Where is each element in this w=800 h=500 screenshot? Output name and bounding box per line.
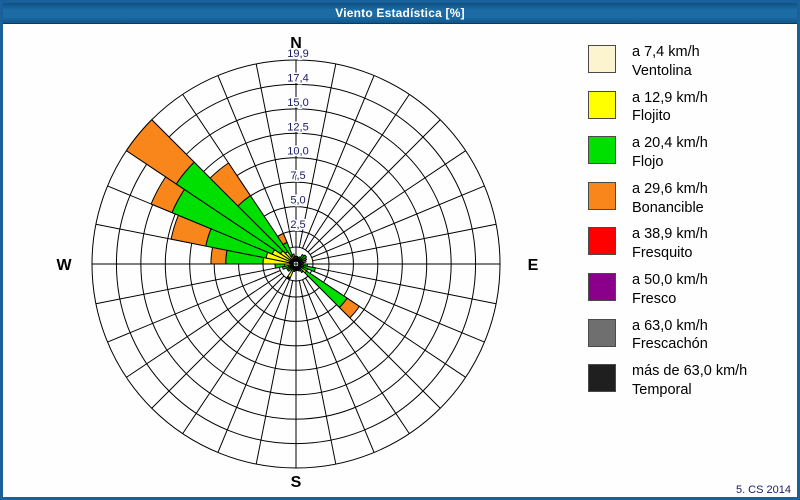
grid-spoke <box>312 266 497 305</box>
legend-label-fresco: a 50,0 km/h Fresco <box>632 271 708 309</box>
grid-spoke <box>95 266 280 305</box>
legend-label-ventolina: a 7,4 km/h Ventolina <box>632 43 700 81</box>
grid-spoke <box>126 273 283 378</box>
legend-label-temporal: más de 63,0 km/h Temporal <box>632 362 747 400</box>
legend-item-temporal: más de 63,0 km/h Temporal <box>588 362 793 410</box>
grid-spoke <box>217 75 290 249</box>
wind-rose-bar-segment <box>286 275 291 280</box>
legend-item-fresquito: a 38,9 km/h Fresquito <box>588 225 793 273</box>
grid-spoke <box>309 150 466 255</box>
wind-rose-bar-segment <box>300 254 307 261</box>
legend-name-text: Flojo <box>632 154 664 171</box>
footer-credit: 5. CS 2014 <box>735 484 791 496</box>
legend: a 7,4 km/h Ventolina a 12,9 km/h Flojito a 2… <box>588 43 793 410</box>
grid-spoke <box>298 280 337 465</box>
legend-speed-text: a 38,9 km/h <box>632 226 708 243</box>
legend-name-text: Fresco <box>632 290 677 307</box>
legend-name-text: Ventolina <box>632 62 692 79</box>
radial-tick-label: 7,5 <box>290 170 305 182</box>
legend-swatch-bonancible <box>588 181 616 210</box>
legend-item-flojo: a 20,4 km/h Flojo <box>588 134 793 182</box>
legend-swatch-temporal <box>588 364 616 393</box>
radial-tick-label: 19,9 <box>287 48 308 60</box>
grid-spoke <box>305 94 410 251</box>
wind-rose-bar-segment <box>302 265 316 273</box>
radial-tick-label: 10,0 <box>287 146 308 158</box>
legend-speed-text: a 63,0 km/h <box>632 317 708 334</box>
wind-rose-bar-segment <box>300 257 308 262</box>
legend-name-text: Temporal <box>632 382 692 398</box>
legend-label-flojo: a 20,4 km/h Flojo <box>632 134 708 172</box>
compass-label-w: W <box>56 257 72 274</box>
legend-swatch-frescachon <box>588 318 616 347</box>
legend-label-fresquito: a 38,9 km/h Fresquito <box>632 225 708 263</box>
legend-item-bonancible: a 29,6 km/h Bonancible <box>588 180 793 228</box>
legend-speed-text: a 50,0 km/h <box>632 271 708 288</box>
grid-spoke <box>311 270 485 343</box>
legend-label-flojito: a 12,9 km/h Flojito <box>632 89 708 127</box>
grid-spoke <box>182 277 287 434</box>
legend-speed-text: a 20,4 km/h <box>632 135 708 152</box>
compass-label-n: N <box>290 35 302 52</box>
wind-rose-bar-segment <box>125 119 195 185</box>
legend-swatch-flojo <box>588 136 616 165</box>
legend-speed-text: a 7,4 km/h <box>632 44 700 60</box>
grid-spoke <box>151 275 285 409</box>
compass-label-s: S <box>291 474 302 491</box>
legend-item-fresco: a 50,0 km/h Fresco <box>588 271 793 319</box>
legend-name-text: Fresquito <box>632 245 693 262</box>
wind-rose-chart: 2,5 5,0 7,5 10,0 12,5 15,0 17,4 19,9N S W E <box>56 35 539 491</box>
legend-item-flojito: a 12,9 km/h Flojito <box>588 89 793 137</box>
legend-swatch-ventolina <box>588 45 616 73</box>
radial-tick-label: 5,0 <box>290 195 305 207</box>
legend-name-text: Flojito <box>632 108 671 125</box>
grid-spoke <box>298 63 337 248</box>
wind-rose-bar-segment <box>277 233 288 246</box>
grid-spoke <box>302 279 375 453</box>
grid-spoke <box>305 277 410 434</box>
radial-tick-label: 17,4 <box>287 72 308 84</box>
grid-spoke <box>311 185 485 258</box>
grid-spoke <box>302 75 375 249</box>
chart-area: 2,5 5,0 7,5 10,0 12,5 15,0 17,4 19,9 N S W E a 7,4 … <box>3 24 797 497</box>
wind-rose-bar-segment <box>293 255 297 260</box>
grid-spoke <box>312 223 497 262</box>
legend-name-text: Frescachón <box>632 336 708 353</box>
legend-speed-text: a 29,6 km/h <box>632 180 708 197</box>
window-title: Viento Estadística [%] <box>335 6 465 20</box>
wind-rose-bar-segment <box>291 253 296 259</box>
legend-item-ventolina: a 7,4 km/h Ventolina <box>588 43 793 91</box>
compass-label-e: E <box>528 257 539 274</box>
grid-spoke <box>107 270 281 343</box>
grid-spoke <box>217 279 290 453</box>
legend-speed-text: más de 63,0 km/h <box>632 363 748 380</box>
wind-rose-bar-segment <box>209 162 251 207</box>
title-bar: Viento Estadística [%] <box>3 3 797 24</box>
legend-swatch-flojito <box>588 90 616 119</box>
radial-tick-label: 12,5 <box>287 121 308 133</box>
grid-spoke <box>307 119 441 253</box>
legend-name-text: Bonancible <box>632 199 704 216</box>
legend-swatch-fresco <box>588 272 616 301</box>
radial-tick-label: 2,5 <box>290 219 305 231</box>
legend-item-frescachon: a 63,0 km/h Frescachón <box>588 317 793 365</box>
legend-speed-text: a 12,9 km/h <box>632 89 708 106</box>
wind-rose-bar-segment <box>299 268 304 273</box>
wind-rose-bar-segment <box>338 297 360 319</box>
grid-spoke <box>255 280 294 465</box>
legend-swatch-fresquito <box>588 227 616 256</box>
grid-spoke <box>255 63 294 248</box>
legend-label-bonancible: a 29,6 km/h Bonancible <box>632 180 708 218</box>
wind-rose-bar-segment <box>301 259 307 264</box>
radial-tick-label: 15,0 <box>287 97 308 109</box>
legend-label-frescachon: a 63,0 km/h Frescachón <box>632 317 708 355</box>
